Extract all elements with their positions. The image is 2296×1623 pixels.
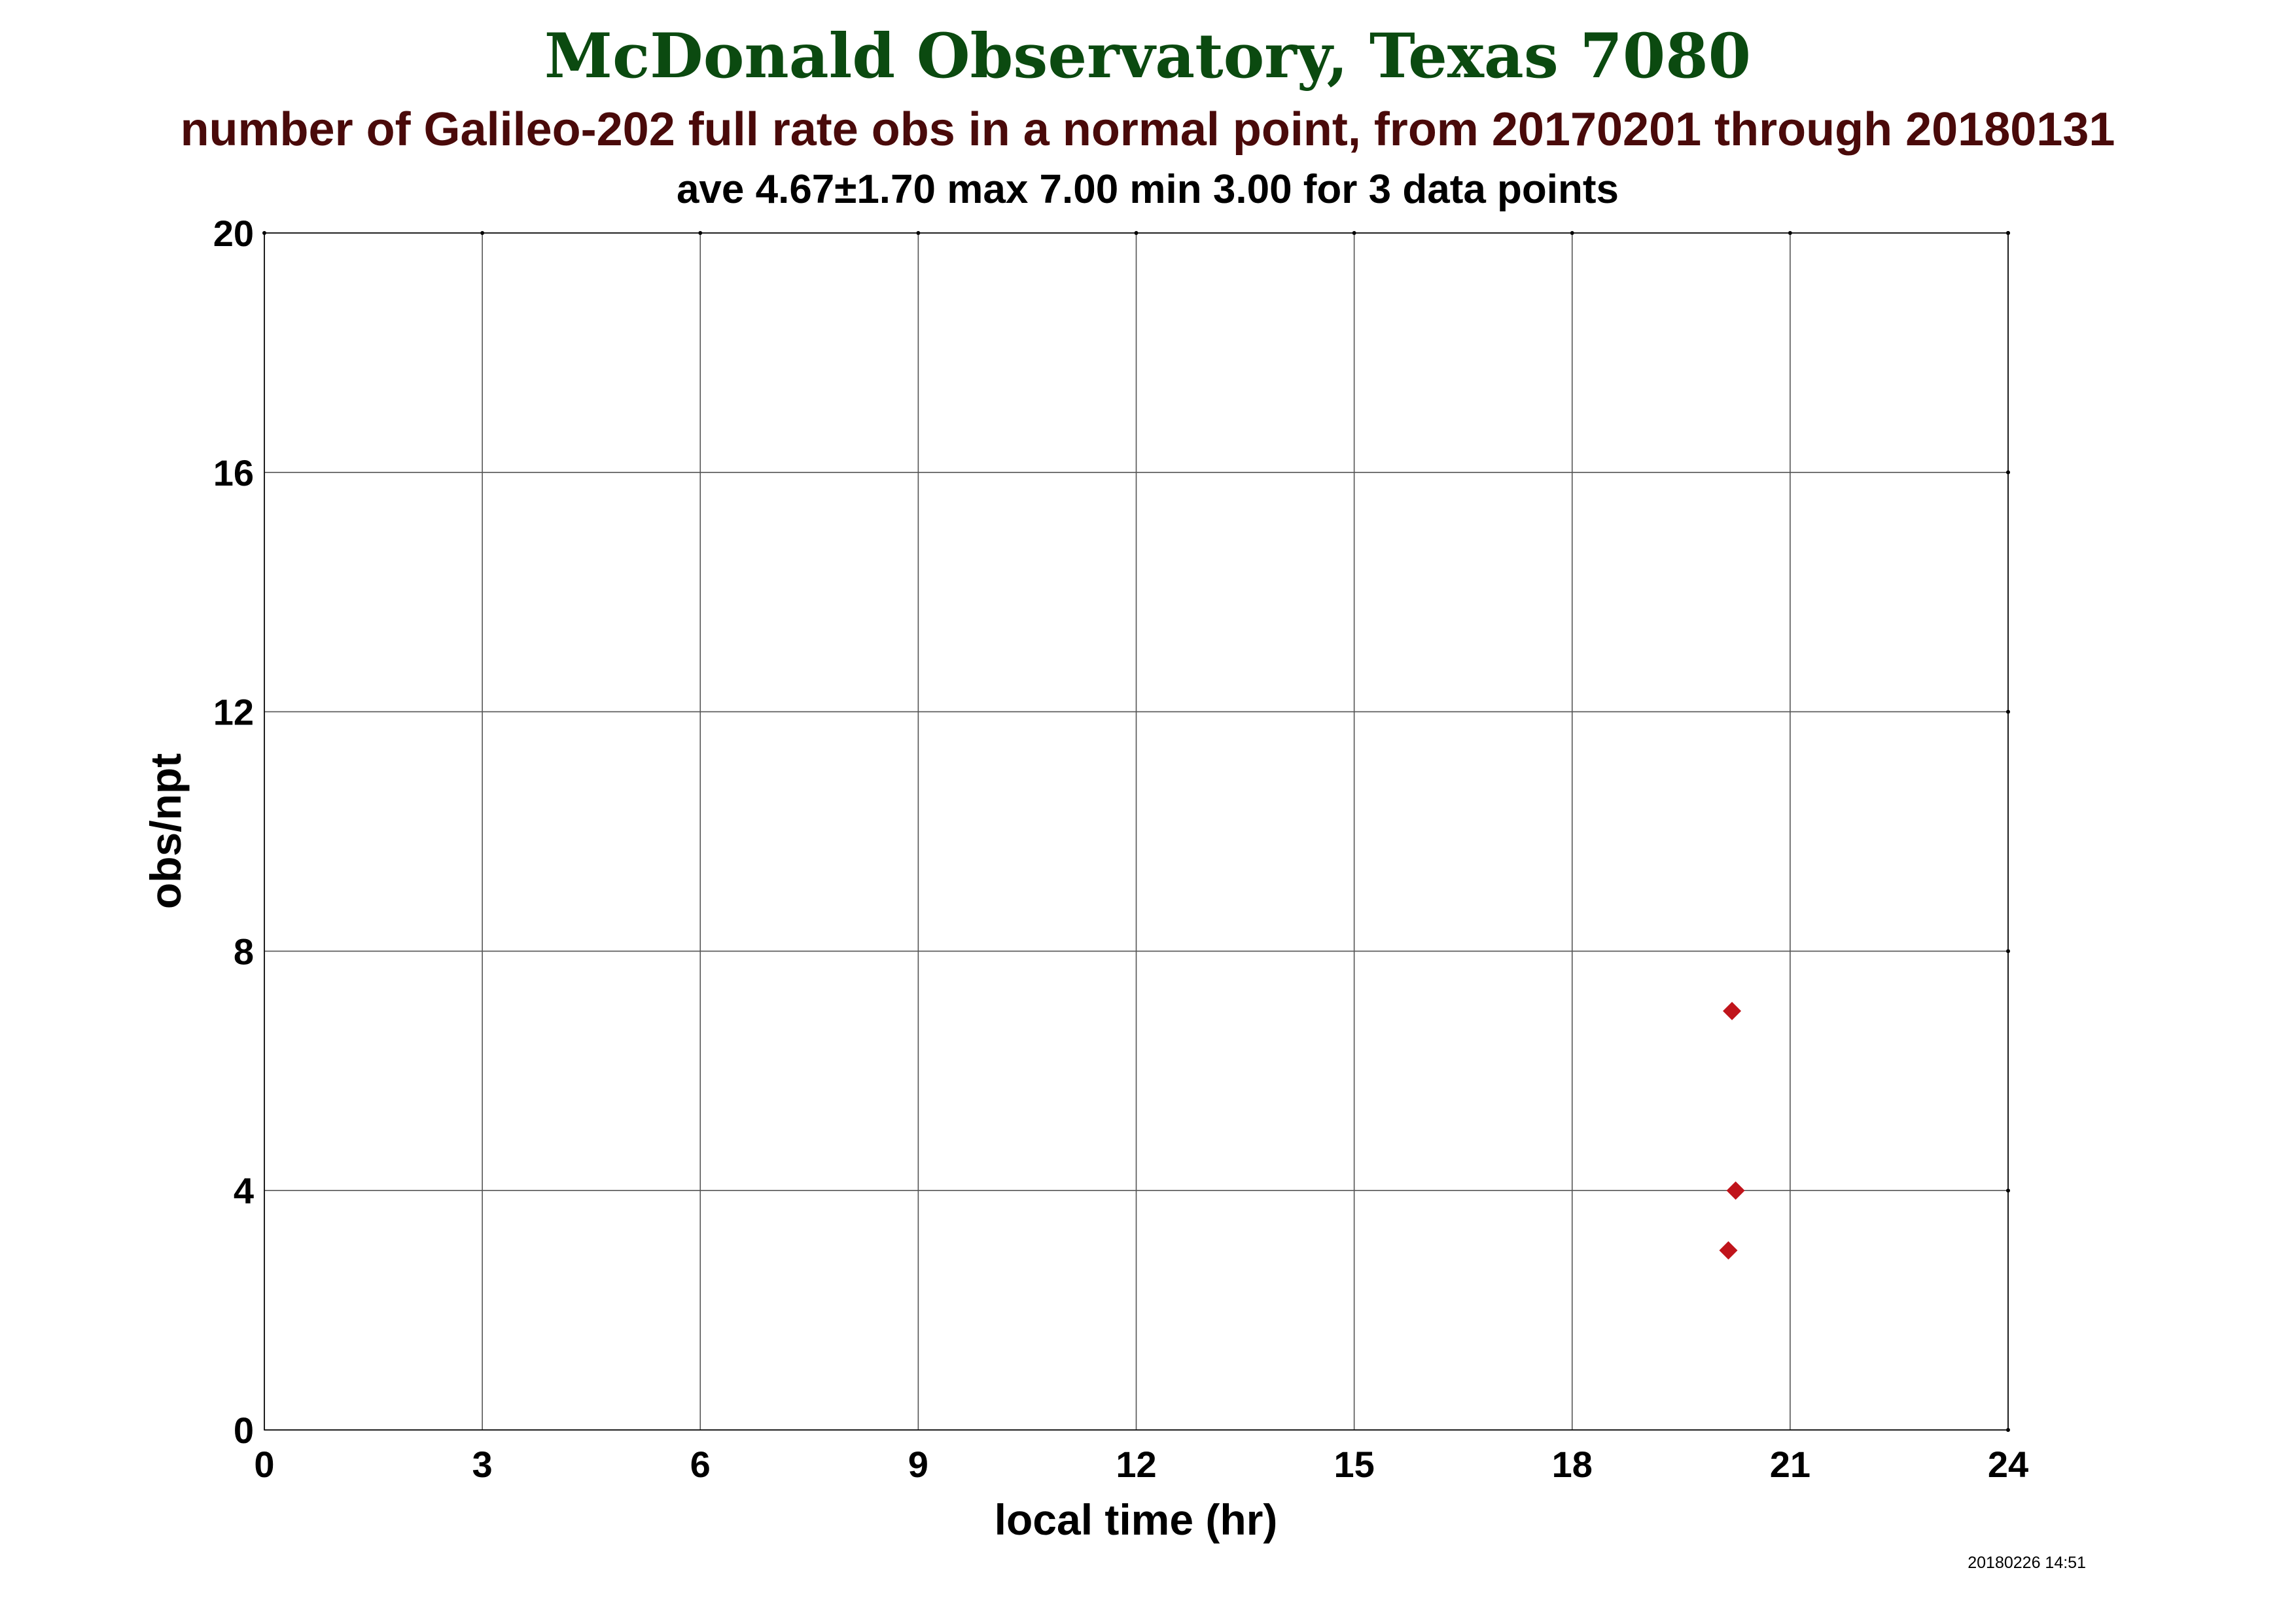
y-axis-label: obs/npt	[141, 753, 190, 909]
y-tick-label-1: 4	[234, 1170, 254, 1211]
y-tick-label-3: 12	[213, 692, 254, 733]
chart-stats-line: ave 4.67±1.70 max 7.00 min 3.00 for 3 da…	[677, 167, 1619, 212]
x-tick-label-8: 24	[1988, 1444, 2028, 1485]
data-points	[1719, 1001, 1745, 1260]
y-tick-label-4: 16	[213, 452, 254, 493]
y-tick-label-5: 20	[213, 213, 254, 254]
data-point-2	[1719, 1241, 1738, 1260]
x-tick-label-5: 15	[1333, 1444, 1374, 1485]
x-axis-ticks: 0 3 6 9 12 15 18 21 24	[254, 1444, 2028, 1485]
grid	[262, 231, 2010, 1432]
y-axis-ticks: 0 4 8 12 16 20	[213, 213, 254, 1451]
data-point-1	[1726, 1181, 1745, 1200]
data-point-0	[1723, 1001, 1742, 1020]
chart-subtitle: number of Galileo-202 full rate obs in a…	[181, 103, 2115, 156]
x-tick-label-6: 18	[1552, 1444, 1593, 1485]
x-tick-label-2: 6	[690, 1444, 711, 1485]
plot-frame	[264, 232, 2009, 1431]
y-tick-label-2: 8	[234, 931, 254, 972]
x-tick-label-0: 0	[254, 1444, 274, 1485]
x-tick-label-1: 3	[472, 1444, 493, 1485]
chart-title: McDonald Observatory, Texas 7080	[544, 20, 1751, 92]
x-tick-label-4: 12	[1116, 1444, 1156, 1485]
x-tick-label-7: 21	[1770, 1444, 1810, 1485]
x-tick-label-3: 9	[908, 1444, 928, 1485]
timestamp: 20180226 14:51	[1968, 1554, 2086, 1572]
y-tick-label-0: 0	[234, 1410, 254, 1451]
x-axis-label: local time (hr)	[995, 1495, 1278, 1544]
